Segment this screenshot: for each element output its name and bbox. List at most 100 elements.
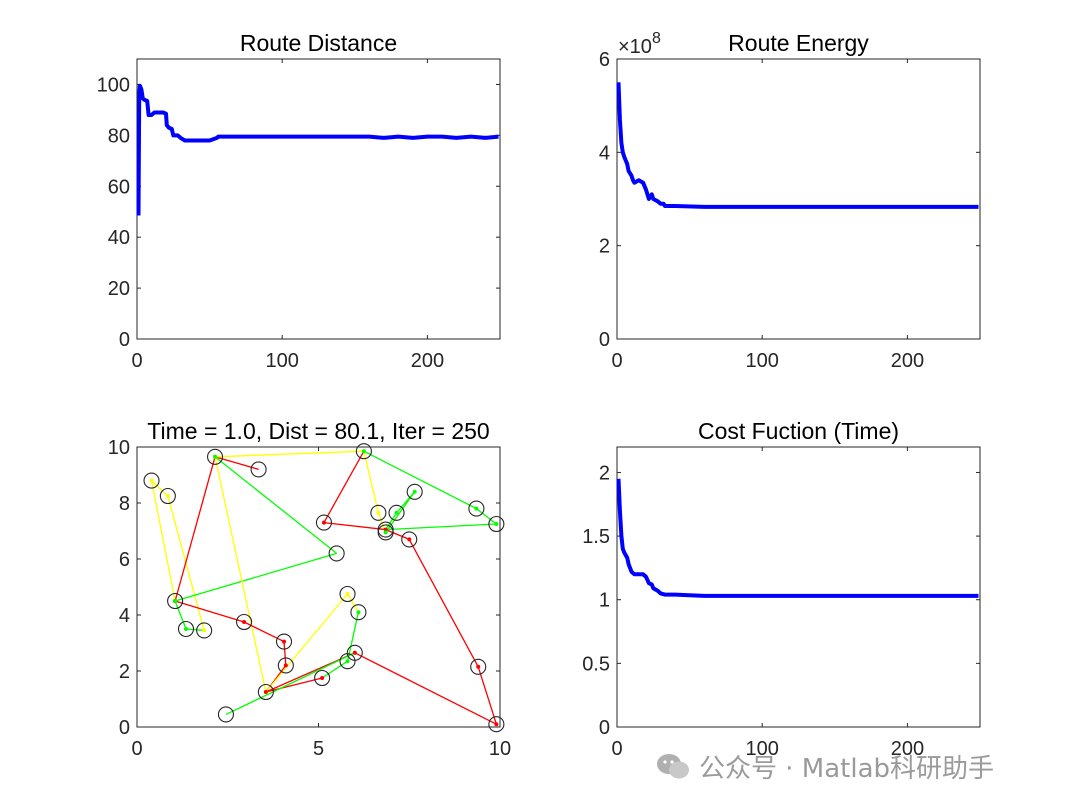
route-map-xtick-label: 0 bbox=[131, 738, 142, 760]
cost-function-axes: Cost Fuction (Time) 0 100 200 0 0.5 1 1.5 2 bbox=[582, 418, 981, 760]
node-dot bbox=[173, 599, 178, 603]
route-map-axes: Time = 1.0, Dist = 80.1, Iter = 250 0 5 10… bbox=[108, 418, 511, 760]
route-energy-xtick-label: 100 bbox=[746, 350, 779, 372]
route-edge bbox=[283, 641, 287, 666]
node-marker bbox=[159, 487, 176, 505]
node-dot bbox=[474, 506, 479, 511]
node-dot bbox=[352, 650, 357, 655]
route-map-ytick-label: 2 bbox=[119, 661, 130, 683]
route-edge bbox=[385, 523, 497, 531]
cost-function-ytick-label: 0 bbox=[599, 717, 610, 739]
route-distance-ytick-label: 20 bbox=[108, 278, 130, 300]
exponent-label: ×108 bbox=[618, 30, 661, 58]
cost-function-ytick-label: 0.5 bbox=[582, 653, 610, 675]
route-distance-xtick-label: 100 bbox=[266, 350, 299, 372]
node-dot bbox=[407, 537, 412, 542]
node-marker bbox=[275, 633, 293, 650]
node-dot bbox=[412, 489, 417, 494]
route-edge bbox=[385, 528, 410, 541]
route-energy-series-line bbox=[616, 82, 979, 209]
route-edge bbox=[151, 480, 169, 497]
node-dot bbox=[242, 620, 247, 624]
route-edge bbox=[385, 491, 416, 533]
node-dot bbox=[202, 628, 207, 633]
node-dot bbox=[356, 610, 361, 615]
route-energy-xtick-label: 0 bbox=[611, 350, 622, 372]
cost-function-ytick-label: 2 bbox=[599, 462, 610, 484]
route-edge bbox=[323, 521, 386, 531]
route-energy-ytick-label: 4 bbox=[599, 142, 610, 164]
route-distance-ytick-label: 80 bbox=[108, 125, 130, 147]
node-marker bbox=[377, 521, 394, 538]
cost-function-series-line bbox=[616, 478, 979, 598]
route-edge bbox=[354, 652, 497, 725]
route-edge bbox=[396, 491, 416, 514]
node-marker bbox=[406, 483, 423, 500]
node-marker bbox=[196, 622, 213, 639]
route-distance-series-line bbox=[136, 83, 499, 216]
node-marker bbox=[236, 613, 253, 631]
route-edge bbox=[265, 677, 323, 693]
node-dot bbox=[283, 663, 288, 668]
node-marker bbox=[488, 716, 505, 733]
wechat-icon bbox=[657, 753, 689, 778]
route-map-ytick-label: 8 bbox=[119, 493, 130, 515]
node-marker bbox=[277, 657, 294, 674]
node-dot bbox=[263, 690, 268, 694]
node-marker bbox=[468, 500, 485, 517]
route-map-xtick-label: 10 bbox=[489, 738, 511, 760]
node-dot bbox=[361, 449, 366, 454]
node-marker bbox=[346, 644, 363, 661]
route-edge bbox=[476, 508, 497, 525]
node-marker bbox=[315, 514, 332, 531]
route-distance-ytick-label: 0 bbox=[119, 329, 130, 351]
route-edge bbox=[215, 450, 364, 458]
node-marker bbox=[388, 504, 405, 521]
cost-function-ytick-label: 1 bbox=[599, 590, 610, 612]
route-edge bbox=[174, 552, 337, 602]
route-map-xtick-label: 5 bbox=[313, 738, 324, 760]
node-dot bbox=[213, 454, 218, 459]
node-marker bbox=[314, 669, 331, 687]
node-dot bbox=[494, 522, 499, 526]
node-dot bbox=[383, 530, 388, 535]
route-edge bbox=[477, 666, 497, 725]
route-map-ytick-label: 6 bbox=[119, 549, 130, 571]
route-energy-xtick-label: 200 bbox=[891, 350, 924, 372]
route-edge bbox=[265, 593, 349, 693]
watermark: 公众号 · Matlab科研助手 bbox=[655, 748, 994, 785]
route-edge bbox=[363, 451, 380, 513]
route-edge bbox=[174, 600, 187, 630]
route-energy-ytick-label: 2 bbox=[599, 236, 610, 258]
route-edge bbox=[185, 628, 205, 632]
route-edge bbox=[214, 456, 338, 554]
node-dot bbox=[184, 627, 189, 631]
node-marker bbox=[257, 683, 274, 701]
node-marker bbox=[167, 592, 184, 610]
route-distance-ytick-label: 60 bbox=[108, 176, 130, 198]
node-marker bbox=[350, 604, 367, 621]
node-dot bbox=[376, 510, 381, 515]
route-distance-title: Route Distance bbox=[240, 30, 397, 56]
route-map-ytick-label: 10 bbox=[108, 437, 130, 459]
node-dot bbox=[394, 510, 399, 515]
route-edge bbox=[150, 480, 176, 602]
route-energy-ytick-label: 0 bbox=[599, 329, 610, 351]
route-map-ytick-label: 0 bbox=[119, 717, 130, 739]
route-edge bbox=[321, 660, 348, 679]
route-map-ytick-label: 4 bbox=[119, 605, 130, 627]
route-distance-axes: Route Distance 0 100 200 0 20 40 60 80 100 bbox=[97, 30, 501, 372]
route-distance-ytick-label: 100 bbox=[97, 74, 130, 96]
route-distance-xtick-label: 200 bbox=[411, 350, 444, 372]
cost-function-ytick-label: 1.5 bbox=[582, 526, 610, 548]
node-dot bbox=[345, 592, 350, 596]
route-energy-axes: Route Energy ×108 0 100 200 0 2 4 6 bbox=[599, 30, 981, 372]
node-dot bbox=[494, 722, 499, 727]
route-distance-xtick-label: 0 bbox=[131, 350, 142, 372]
node-dot bbox=[282, 639, 287, 644]
route-energy-title: Route Energy bbox=[728, 30, 869, 56]
node-marker bbox=[339, 585, 356, 603]
node-marker bbox=[488, 515, 505, 533]
cost-function-xtick-label: 100 bbox=[746, 738, 779, 760]
